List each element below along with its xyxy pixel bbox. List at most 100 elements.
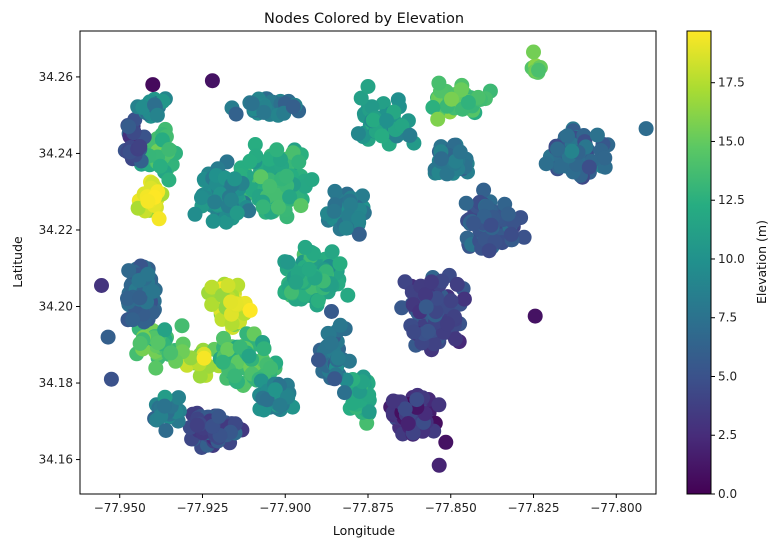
scatter-point [152,158,168,174]
scatter-point [149,107,165,123]
scatter-point [157,398,172,414]
scatter-point [223,294,239,310]
scatter-point [481,243,497,259]
scatter-point [526,44,541,60]
colorbar-tick-label: 0.0 [718,487,737,501]
scatter-point [242,153,258,169]
colorbar-tick-label: 5.0 [718,369,737,383]
x-tick-label: −77.900 [259,501,311,515]
scatter-point [229,205,245,221]
scatter-point [288,274,304,290]
x-axis-label: Longitude [333,523,395,538]
scatter-points [94,44,654,473]
scatter-point [456,291,472,307]
scatter-point [326,203,342,219]
scatter-point [483,217,499,233]
scatter-point [400,416,416,431]
scatter-point [553,158,569,174]
scatter-point [269,142,285,158]
scatter-point [503,226,519,242]
scatter-point [397,401,413,417]
scatter-point [332,256,348,272]
scatter-point [304,172,320,188]
scatter-point [361,404,377,420]
scatter-point [241,348,257,364]
scatter-point [638,121,654,137]
chart-title: Nodes Colored by Elevation [264,11,464,27]
scatter-point [311,352,326,368]
scatter-point [223,192,239,208]
scatter-point [531,62,546,78]
scatter-point [345,395,361,411]
scatter-point [351,226,367,242]
scatter-point [444,91,459,107]
scatter-point [279,168,294,184]
scatter-point [550,141,565,157]
scatter-point [189,417,205,433]
scatter-point [285,99,301,115]
scatter-point [433,151,449,167]
scatter-point [157,322,173,338]
scatter-point [132,290,148,306]
y-tick-label: 34.20 [39,300,73,314]
scatter-point [538,156,554,172]
scatter-point [291,154,307,170]
scatter-point [282,189,298,205]
scatter-point [256,341,272,357]
scatter-point [431,397,447,413]
scatter-point [228,106,244,122]
scatter-point [597,150,613,166]
scatter-point [207,194,223,210]
scatter-point [205,213,221,229]
scatter-point [125,312,141,328]
scatter-point [337,385,352,401]
scatter-point [171,390,186,406]
scatter-point [402,127,418,143]
scatter-point [516,229,532,245]
colorbar-tick-label: 10.0 [718,252,745,266]
scatter-point [476,182,492,198]
scatter-point [150,335,166,351]
scatter-point [94,278,109,293]
scatter-point [324,244,340,260]
scatter-point [215,354,231,370]
scatter-point [453,82,469,98]
scatter-point [338,220,354,236]
scatter-point [423,274,439,290]
scatter-point [438,434,454,450]
scatter-point [560,128,575,144]
scatter-point [270,199,286,215]
scatter-point [564,143,580,159]
scatter-point [204,279,220,295]
scatter-point [253,169,269,185]
scatter-point [220,278,236,293]
scatter-point [218,214,234,230]
scatter-point [418,287,433,303]
scatter-point [145,283,161,299]
scatter-point [100,329,116,345]
scatter-point [351,211,366,226]
scatter-point [360,79,376,94]
scatter-point [135,100,151,115]
scatter-point [211,408,227,424]
scatter-point [327,183,343,199]
scatter-point [297,239,313,255]
scatter-point [241,203,257,219]
y-axis-ticks: 34.16 34.18 34.20 34.22 34.24 34.26 [39,70,80,467]
scatter-point [194,190,209,206]
scatter-point [385,393,401,409]
scatter-point [310,293,326,309]
y-tick-label: 34.22 [39,223,73,237]
scatter-point [255,199,271,215]
scatter-point [355,188,370,204]
scatter-point [204,297,220,312]
scatter-point [323,335,339,351]
colorbar-tick-label: 2.5 [718,428,737,442]
scatter-point [244,96,260,112]
y-tick-label: 34.18 [39,376,73,390]
x-tick-label: −77.950 [94,501,146,515]
colorbar-ticks: 0.0 2.5 5.0 7.5 10.0 12.5 15.0 17.5 [711,76,745,501]
scatter-point [148,360,164,376]
scatter-point [174,318,190,334]
